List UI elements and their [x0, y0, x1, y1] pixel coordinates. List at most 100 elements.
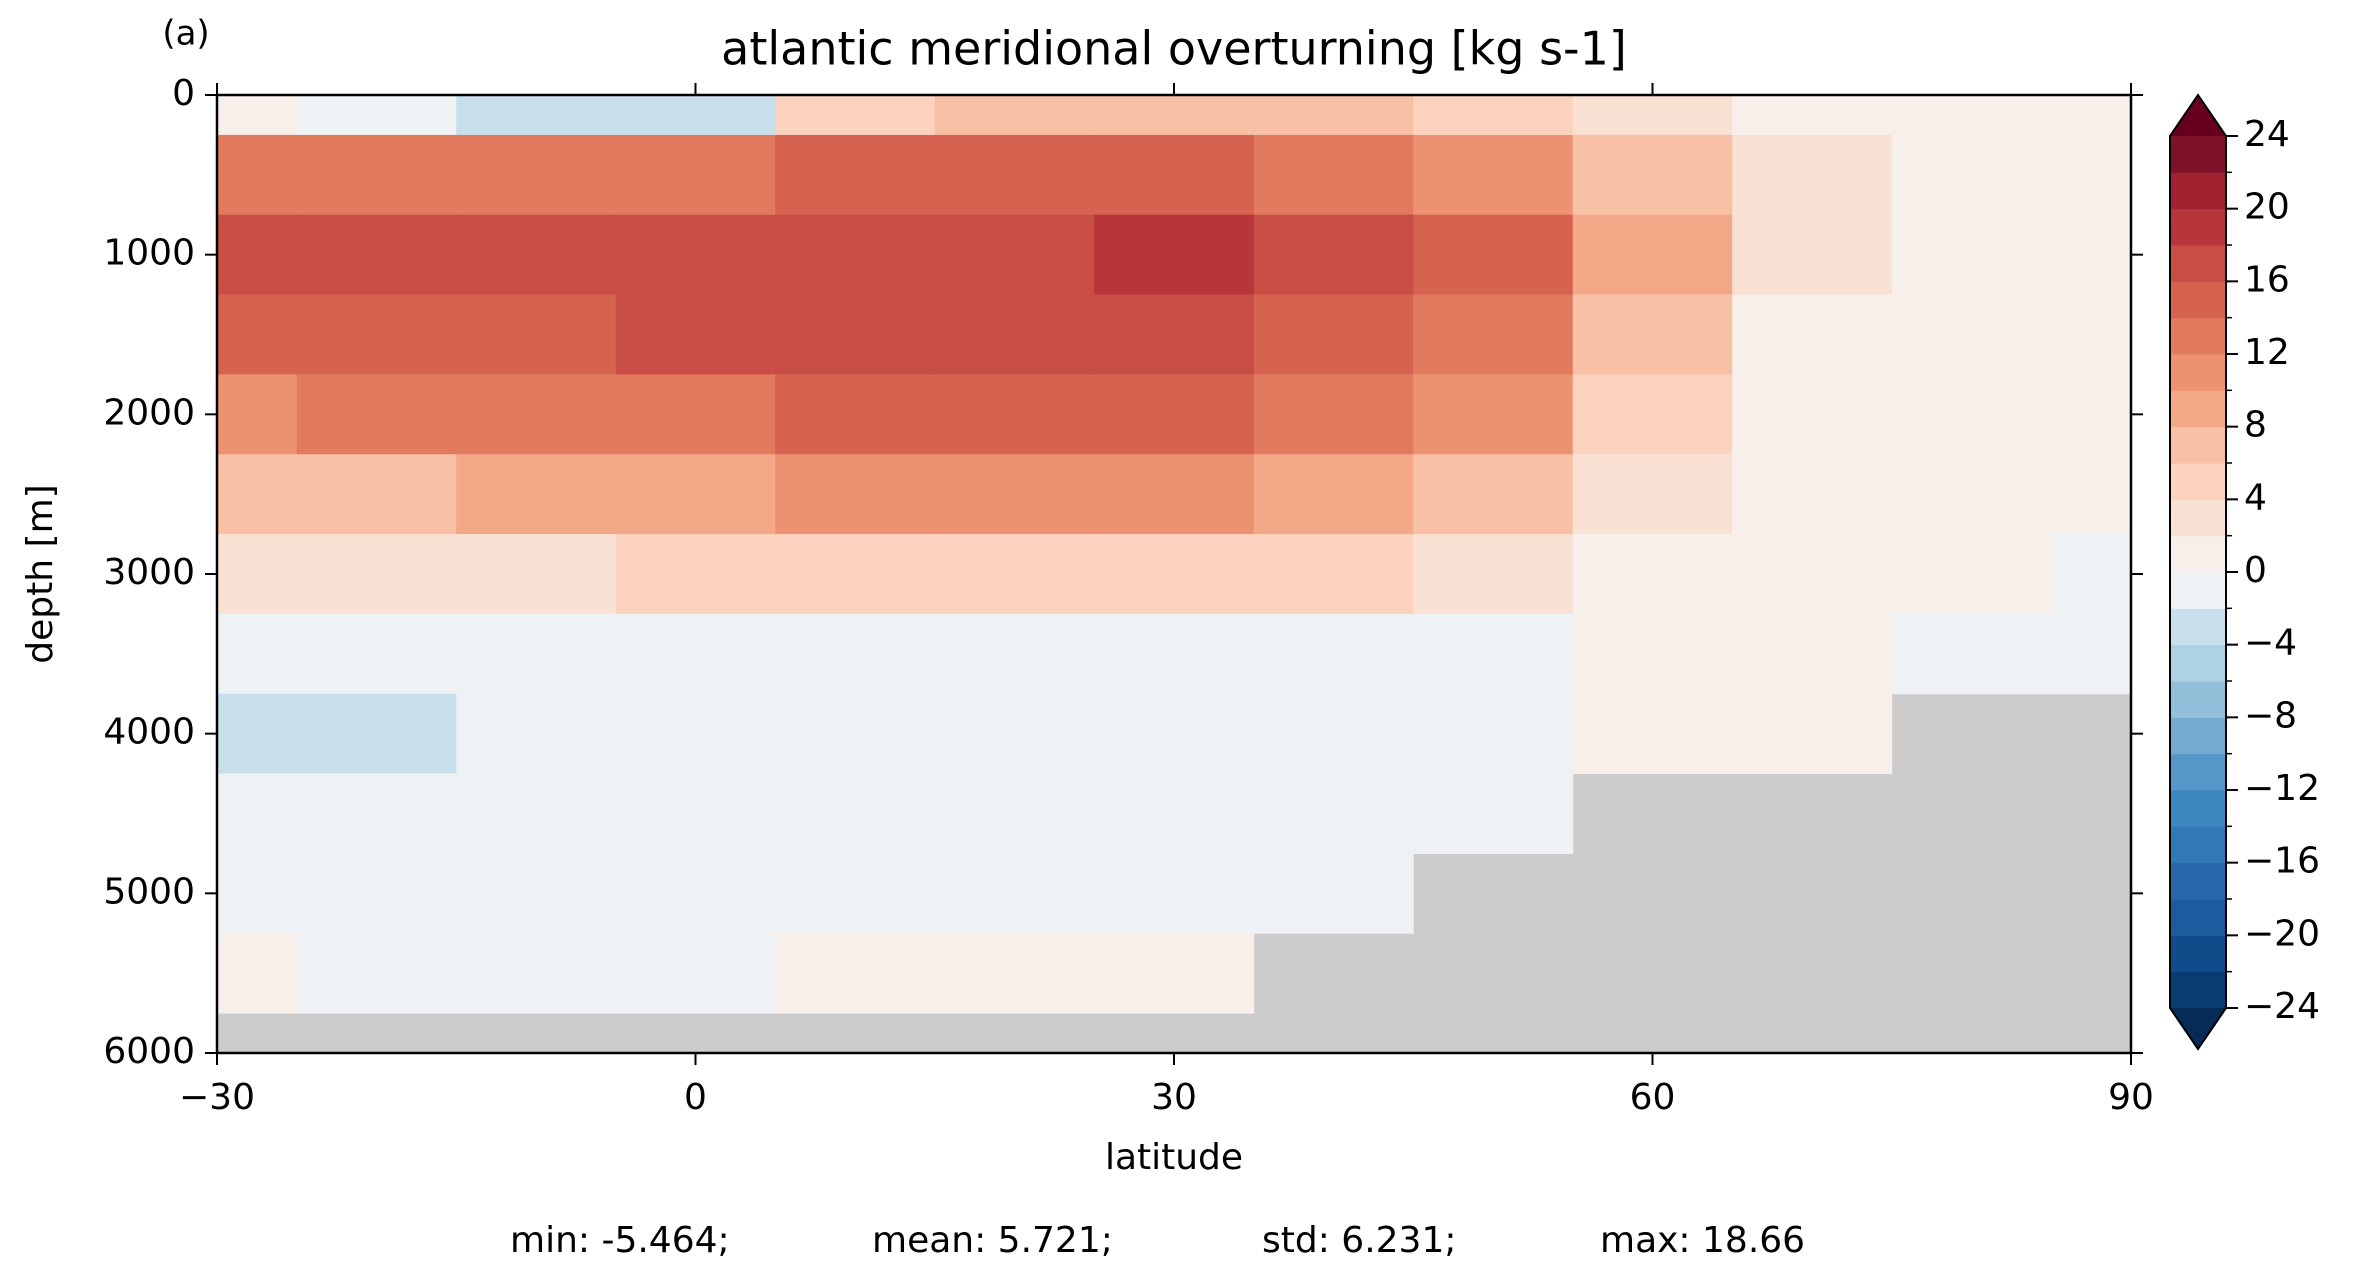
- field-cell: [217, 534, 298, 615]
- field-cell: [775, 693, 936, 775]
- field-cell: [1732, 95, 1893, 136]
- field-cell: [1413, 693, 1574, 775]
- field-cell: [1413, 95, 1574, 136]
- field-cell: [217, 134, 298, 216]
- field-cell: [934, 454, 1095, 535]
- field-cell: [456, 374, 617, 455]
- colorbar-segment: [2170, 281, 2226, 319]
- colorbar-tick-label: −8: [2244, 695, 2297, 736]
- y-tick-label: 6000: [103, 1031, 195, 1072]
- field-cell: [1253, 853, 1414, 934]
- colorbar-segment: [2170, 245, 2226, 282]
- field-cell: [1891, 294, 2052, 375]
- field-cell: [1253, 214, 1414, 296]
- colorbar-segment: [2170, 172, 2226, 210]
- field-cell: [1413, 534, 1574, 615]
- colorbar-segment: [2170, 935, 2226, 973]
- colorbar-segment: [2170, 426, 2226, 464]
- field-cell: [1572, 374, 1733, 455]
- field-cell: [1891, 374, 2052, 455]
- field-cell: [456, 95, 617, 136]
- field-cell: [1732, 454, 1893, 535]
- field-cell: [296, 853, 457, 934]
- field-cell: [1732, 534, 1893, 615]
- field-cell: [1891, 454, 2052, 535]
- field-cell: [1094, 294, 1255, 375]
- field-cell: [1094, 454, 1255, 535]
- colorbar-segment: [2170, 717, 2226, 755]
- colorbar-tick-label: −24: [2244, 986, 2320, 1027]
- colorbar-segment: [2170, 826, 2226, 864]
- field-cell: [217, 454, 298, 535]
- field-cell: [775, 534, 936, 615]
- field-cell: [1253, 693, 1414, 775]
- field-cell: [2051, 613, 2132, 695]
- colorbar-tick-label: −20: [2244, 913, 2320, 954]
- field-cell: [934, 613, 1095, 695]
- field-cell: [217, 214, 298, 296]
- y-tick-label: 2000: [103, 392, 195, 433]
- field-cell: [934, 933, 1095, 1014]
- field-cell: [934, 95, 1095, 136]
- colorbar-segment: [2170, 390, 2226, 428]
- field-cell: [934, 294, 1095, 375]
- field-cell: [1413, 374, 1574, 455]
- field-cell: [217, 374, 298, 455]
- field-cell: [296, 613, 457, 695]
- field-cell: [217, 294, 298, 375]
- field-cell: [775, 294, 936, 375]
- field-cell: [934, 374, 1095, 455]
- field-cell: [615, 374, 776, 455]
- field-cell: [934, 693, 1095, 775]
- chart-title: atlantic meridional overturning [kg s-1]: [721, 22, 1627, 76]
- field-cell: [1094, 613, 1255, 695]
- field-cell: [615, 933, 776, 1014]
- field-cell: [934, 214, 1095, 296]
- field-cell: [2051, 134, 2132, 216]
- field-cell: [1572, 693, 1733, 775]
- field-cell: [1732, 134, 1893, 216]
- field-cell: [615, 454, 776, 535]
- field-cell: [2051, 454, 2132, 535]
- field-cell: [296, 214, 457, 296]
- field-cell: [1413, 613, 1574, 695]
- stat: min: -5.464;: [510, 1220, 730, 1261]
- field-cell: [1413, 454, 1574, 535]
- field-cell: [217, 853, 298, 934]
- field-cell: [1732, 294, 1893, 375]
- panel-label: (a): [162, 14, 209, 54]
- field-cell: [296, 134, 457, 216]
- field-cell: [1413, 134, 1574, 216]
- field-cell: [1253, 613, 1414, 695]
- field-cell: [296, 534, 457, 615]
- field-cell: [775, 773, 936, 854]
- field-cell: [217, 773, 298, 854]
- field-cell: [1732, 374, 1893, 455]
- colorbar-segment: [2170, 499, 2226, 537]
- field-cell: [1253, 294, 1414, 375]
- field-cell: [775, 95, 936, 136]
- field-cell: [615, 134, 776, 216]
- field-cell: [1891, 534, 2052, 615]
- x-tick-label: −30: [179, 1077, 255, 1118]
- field-cell: [934, 853, 1095, 934]
- x-axis-label: latitude: [1105, 1137, 1243, 1178]
- field-cell: [2051, 95, 2132, 136]
- colorbar-tick-label: 0: [2244, 550, 2267, 591]
- colorbar-segment: [2170, 463, 2226, 500]
- field-cell: [775, 214, 936, 296]
- field-cell: [1094, 374, 1255, 455]
- field-cell: [775, 134, 936, 216]
- colorbar-segment: [2170, 317, 2226, 355]
- colorbar-tick-label: −12: [2244, 768, 2320, 809]
- field-cell: [775, 374, 936, 455]
- field-cell: [1094, 534, 1255, 615]
- field-cell: [1094, 134, 1255, 216]
- field-cell: [615, 773, 776, 854]
- field-cell: [1732, 214, 1893, 296]
- colorbar-segment: [2170, 790, 2226, 827]
- field-cell: [296, 374, 457, 455]
- field-cell: [1253, 374, 1414, 455]
